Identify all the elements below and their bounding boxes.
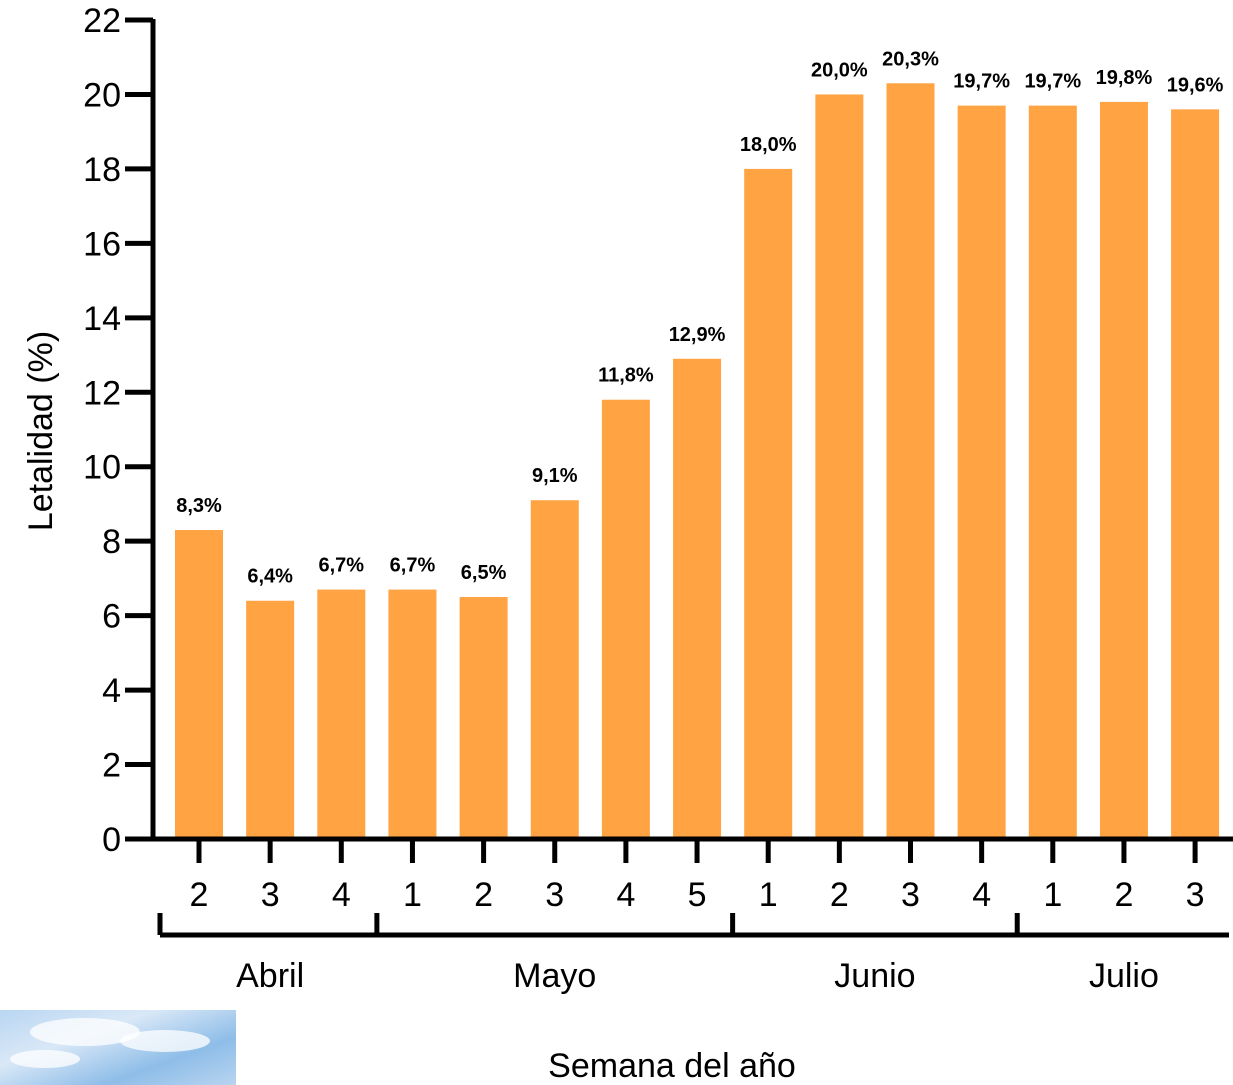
data-label-8: 18,0% xyxy=(740,134,797,156)
x-axis: 2 3 4 1 2 3 4 5 1 2 3 4 1 2 3 xyxy=(151,836,1233,914)
x-tick-label-9: 2 xyxy=(830,876,849,914)
x-tick-label-11: 4 xyxy=(972,876,991,914)
y-axis-title: Letalidad (%) xyxy=(22,331,60,531)
x-axis-title: Semana del año xyxy=(548,1047,796,1085)
data-label-9: 20,0% xyxy=(811,59,868,81)
bar-7 xyxy=(673,358,722,839)
bar-5 xyxy=(530,500,579,839)
bar-1 xyxy=(246,600,295,839)
bar-4 xyxy=(459,597,508,839)
data-label-1: 6,4% xyxy=(247,566,293,588)
y-tick-label-10: 10 xyxy=(83,449,121,487)
data-label-6: 11,8% xyxy=(598,365,654,387)
bars-layer xyxy=(175,83,1220,840)
group-label-abril: Abril xyxy=(236,957,304,995)
data-label-3: 6,7% xyxy=(390,555,436,577)
bar-9 xyxy=(815,94,864,840)
data-label-2: 6,7% xyxy=(319,555,365,577)
x-tick-label-8: 1 xyxy=(759,876,778,914)
data-label-13: 19,8% xyxy=(1096,67,1153,89)
x-tick-label-1: 3 xyxy=(261,876,280,914)
bar-6 xyxy=(601,399,650,839)
y-tick-label-14: 14 xyxy=(83,300,121,338)
logo-image xyxy=(0,1010,236,1085)
group-label-junio: Junio xyxy=(834,957,915,995)
x-tick-label-6: 4 xyxy=(616,876,635,914)
x-tick-label-13: 2 xyxy=(1114,876,1133,914)
y-tick-label-8: 8 xyxy=(102,523,121,561)
x-tick-label-0: 2 xyxy=(190,876,209,914)
bar-0 xyxy=(175,530,223,839)
x-tick-label-12: 1 xyxy=(1043,876,1062,914)
data-label-12: 19,7% xyxy=(1024,71,1081,93)
x-tick-label-2: 4 xyxy=(332,876,351,914)
data-label-4: 6,5% xyxy=(461,562,507,584)
bar-14 xyxy=(1171,109,1220,839)
group-label-julio: Julio xyxy=(1089,957,1159,995)
x-tick-label-10: 3 xyxy=(901,876,920,914)
x-tick-label-14: 3 xyxy=(1186,876,1205,914)
bar-12 xyxy=(1028,105,1077,839)
data-label-5: 9,1% xyxy=(532,465,578,487)
y-tick-label-4: 4 xyxy=(102,672,121,710)
bar-10 xyxy=(886,83,935,839)
y-tick-label-0: 0 xyxy=(102,821,121,859)
month-groups: Abril Mayo Junio Julio xyxy=(157,913,1229,995)
data-label-11: 19,7% xyxy=(953,71,1010,93)
bar-3 xyxy=(388,589,437,839)
bar-13 xyxy=(1099,101,1148,839)
data-label-14: 19,6% xyxy=(1167,74,1224,96)
x-tick-label-4: 2 xyxy=(474,876,493,914)
x-tick-label-5: 3 xyxy=(545,876,564,914)
bar-11 xyxy=(957,105,1006,839)
y-tick-label-12: 12 xyxy=(83,374,121,412)
y-axis: 0 2 4 6 8 10 12 14 16 18 20 22 xyxy=(83,2,156,859)
x-tick-label-7: 5 xyxy=(688,876,707,914)
bar-2 xyxy=(317,589,366,839)
bar-8 xyxy=(744,168,793,840)
data-labels-layer: 8,3% 6,4% 6,7% 6,7% 6,5% 9,1% 11,8% 12,9% 18,0% 2… xyxy=(176,48,1223,587)
data-label-10: 20,3% xyxy=(882,48,939,70)
y-tick-label-22: 22 xyxy=(83,2,121,40)
data-label-0: 8,3% xyxy=(176,495,222,517)
y-tick-label-2: 2 xyxy=(102,747,121,785)
y-tick-label-20: 20 xyxy=(83,76,121,114)
y-tick-label-18: 18 xyxy=(83,151,121,189)
group-label-mayo: Mayo xyxy=(513,957,596,995)
y-tick-label-6: 6 xyxy=(102,598,121,636)
data-label-7: 12,9% xyxy=(669,324,726,346)
y-tick-label-16: 16 xyxy=(83,225,121,263)
x-tick-label-3: 1 xyxy=(403,876,422,914)
